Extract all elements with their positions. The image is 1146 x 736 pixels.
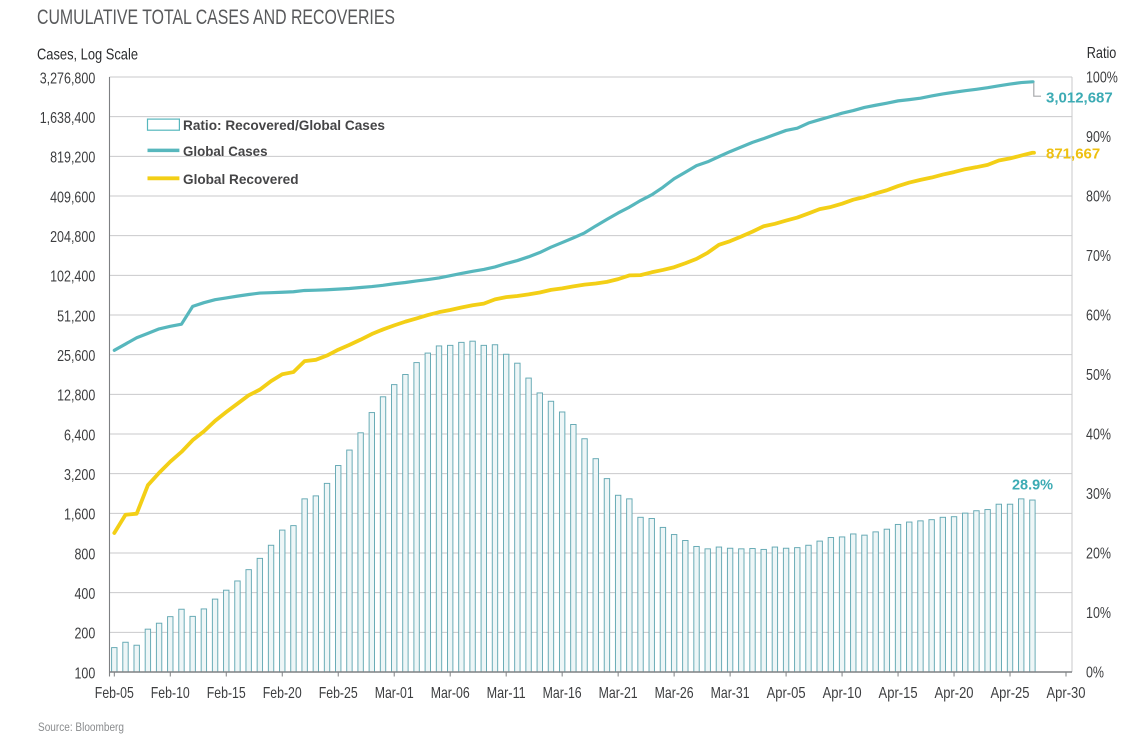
svg-text:3,200: 3,200 (64, 467, 95, 484)
svg-text:3,276,800: 3,276,800 (40, 70, 96, 87)
svg-text:51,200: 51,200 (57, 308, 95, 325)
svg-text:12,800: 12,800 (57, 388, 95, 405)
svg-text:100%: 100% (1086, 69, 1118, 86)
svg-text:Apr-30: Apr-30 (1047, 685, 1086, 702)
svg-text:Ratio: Ratio (1087, 45, 1117, 62)
svg-text:1,600: 1,600 (64, 507, 95, 524)
svg-text:90%: 90% (1086, 129, 1111, 146)
svg-text:Mar-16: Mar-16 (543, 685, 582, 702)
svg-text:819,200: 819,200 (50, 150, 95, 167)
svg-text:Feb-20: Feb-20 (263, 685, 302, 702)
svg-text:25,600: 25,600 (57, 348, 95, 365)
svg-text:6,400: 6,400 (64, 427, 95, 444)
svg-text:Mar-21: Mar-21 (599, 685, 638, 702)
svg-text:Mar-06: Mar-06 (431, 685, 470, 702)
svg-text:Apr-05: Apr-05 (767, 685, 806, 702)
svg-text:Feb-25: Feb-25 (319, 685, 358, 702)
svg-text:Global Recovered: Global Recovered (183, 171, 299, 187)
svg-text:800: 800 (75, 546, 96, 563)
svg-text:Ratio: Recovered/Global Cases: Ratio: Recovered/Global Cases (183, 117, 385, 133)
svg-text:Source: Bloomberg: Source: Bloomberg (38, 722, 124, 734)
svg-text:Mar-11: Mar-11 (487, 685, 526, 702)
svg-text:3,012,687: 3,012,687 (1046, 90, 1113, 107)
svg-text:10%: 10% (1086, 605, 1111, 622)
svg-text:400: 400 (75, 586, 96, 603)
svg-text:Mar-26: Mar-26 (655, 685, 694, 702)
svg-text:Global Cases: Global Cases (183, 143, 268, 159)
svg-text:204,800: 204,800 (50, 229, 95, 246)
svg-text:0%: 0% (1086, 664, 1104, 681)
svg-text:CUMULATIVE TOTAL CASES AND REC: CUMULATIVE TOTAL CASES AND RECOVERIES (37, 6, 395, 29)
svg-text:Apr-25: Apr-25 (991, 685, 1030, 702)
svg-text:Feb-15: Feb-15 (207, 685, 246, 702)
svg-text:70%: 70% (1086, 248, 1111, 265)
svg-text:40%: 40% (1086, 426, 1111, 443)
svg-text:102,400: 102,400 (50, 269, 95, 286)
svg-text:409,600: 409,600 (50, 189, 95, 206)
svg-text:Feb-05: Feb-05 (95, 685, 134, 702)
svg-text:200: 200 (75, 626, 96, 643)
svg-text:1,638,400: 1,638,400 (40, 110, 96, 127)
svg-text:871,667: 871,667 (1046, 146, 1100, 163)
svg-text:Apr-15: Apr-15 (879, 685, 918, 702)
svg-text:30%: 30% (1086, 486, 1111, 503)
svg-text:50%: 50% (1086, 367, 1111, 384)
svg-text:60%: 60% (1086, 307, 1111, 324)
svg-text:80%: 80% (1086, 188, 1111, 205)
svg-text:Mar-31: Mar-31 (711, 685, 750, 702)
svg-text:Feb-10: Feb-10 (151, 685, 190, 702)
svg-text:Apr-20: Apr-20 (935, 685, 974, 702)
svg-text:Mar-01: Mar-01 (375, 685, 414, 702)
svg-text:Cases, Log Scale: Cases, Log Scale (37, 47, 138, 64)
svg-text:100: 100 (75, 665, 96, 682)
svg-text:Apr-10: Apr-10 (823, 685, 862, 702)
svg-text:20%: 20% (1086, 545, 1111, 562)
svg-text:28.9%: 28.9% (1012, 478, 1053, 494)
